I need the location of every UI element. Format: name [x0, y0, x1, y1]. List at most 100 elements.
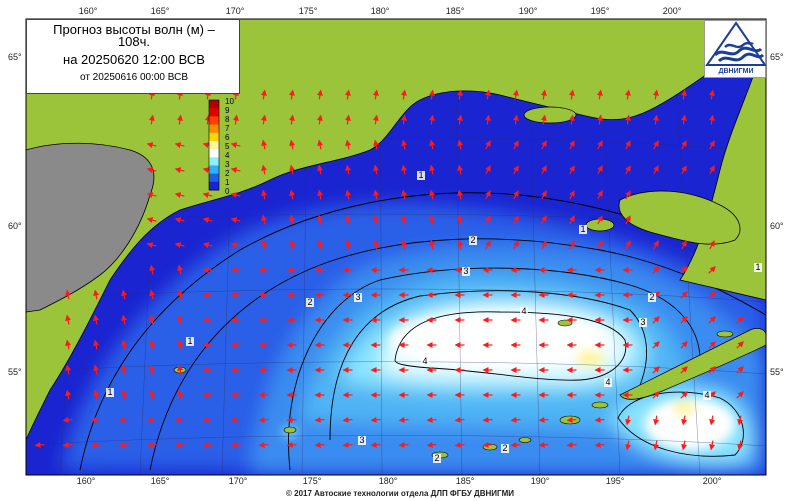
contour-label: 1	[187, 336, 192, 346]
wave-arrow	[457, 164, 464, 175]
latitude-label: 55°	[770, 367, 784, 377]
wave-arrow	[566, 441, 577, 448]
contour-label-bg	[186, 337, 194, 346]
wave-arrow	[426, 416, 437, 423]
wave-arrow	[594, 441, 605, 448]
longitude-label: 190°	[519, 6, 538, 16]
wave-arrow	[314, 441, 325, 448]
wave-arrow	[401, 239, 408, 250]
wave-arrow	[454, 441, 465, 448]
wave-arrow	[118, 416, 129, 423]
wave-arrow	[538, 441, 549, 448]
contour-label: 1	[755, 262, 760, 272]
wave-arrow	[625, 190, 631, 200]
scale-label: 2	[225, 169, 230, 178]
wave-arrow	[541, 140, 547, 150]
wave-arrow	[202, 416, 213, 423]
wave-arrow	[202, 242, 213, 249]
wave-arrow	[736, 366, 744, 374]
contour-label-bg	[306, 298, 314, 307]
scale-label: 5	[225, 142, 230, 151]
contour-label: 4	[605, 377, 610, 387]
wave-arrow	[652, 341, 660, 349]
scale-label: 0	[225, 187, 230, 196]
wave-arrow	[681, 240, 687, 250]
wave-arrow	[485, 165, 491, 175]
wave-arrow	[261, 189, 268, 200]
wave-arrow	[65, 289, 72, 300]
wave-arrow	[708, 89, 715, 100]
contour-label: 2	[502, 443, 507, 453]
wave-arrow	[148, 114, 155, 125]
wave-arrow	[345, 214, 352, 225]
wave-arrow	[737, 440, 744, 451]
wave-arrow	[93, 389, 100, 400]
wave-arrow	[177, 364, 184, 375]
wave-arrow	[401, 139, 408, 150]
wave-arrow	[146, 416, 157, 423]
wave-arrow	[342, 416, 353, 423]
wave-arrow	[261, 164, 268, 175]
scale-segment	[209, 116, 219, 126]
scale-label: 1	[225, 178, 230, 187]
scale-segment	[209, 157, 219, 166]
longitude-label: 170°	[229, 476, 248, 486]
wave-arrow	[652, 366, 660, 374]
wave-arrow	[484, 114, 491, 125]
wave-arrow	[258, 416, 269, 423]
wave-arrow	[625, 440, 632, 451]
wave-arrow	[541, 215, 547, 225]
wave-arrow	[709, 440, 716, 451]
wave-logo-icon	[705, 21, 767, 66]
wave-arrow	[596, 114, 603, 125]
wave-arrow	[680, 391, 688, 399]
wave-arrow	[317, 139, 324, 150]
wave-arrow	[540, 89, 547, 100]
wave-arrow	[625, 415, 632, 426]
wave-arrow	[149, 289, 156, 300]
wave-arrow	[316, 114, 323, 125]
wave-arrow	[344, 89, 351, 100]
wave-arrow	[149, 339, 156, 350]
wave-arrow	[149, 389, 156, 400]
longitude-label: 160°	[79, 6, 98, 16]
contour-label-bg	[106, 388, 114, 397]
wave-arrow	[398, 441, 409, 448]
longitude-label: 190°	[531, 476, 550, 486]
contour-label: 3	[359, 435, 364, 445]
scale-segment	[209, 181, 219, 191]
wave-arrow	[93, 364, 100, 375]
wave-arrow	[176, 114, 183, 125]
wave-arrow	[597, 240, 603, 250]
wave-arrow	[538, 416, 549, 423]
scale-label: 9	[225, 106, 230, 115]
wave-arrow	[485, 240, 491, 250]
wave-arrow	[625, 165, 631, 175]
wave-arrow	[121, 339, 128, 350]
scale-frame	[208, 99, 220, 191]
contour-label-bg	[433, 454, 441, 463]
wave-arrow	[512, 114, 519, 125]
wave-arrow	[737, 415, 744, 426]
wave-arrow	[568, 89, 575, 100]
wave-arrow	[314, 416, 325, 423]
wave-arrow	[594, 416, 605, 423]
wave-arrow	[428, 89, 435, 100]
contour-label: 2	[307, 297, 312, 307]
wave-arrow	[680, 266, 688, 274]
wave-arrow	[261, 239, 268, 250]
wave-arrow	[512, 89, 519, 100]
contour-label: 2	[470, 235, 475, 245]
scale-segment	[209, 100, 219, 109]
wave-arrow	[373, 139, 380, 150]
wave-arrow	[370, 441, 381, 448]
wave-arrow	[258, 441, 269, 448]
wave-arrow	[709, 240, 715, 250]
wave-arrow	[736, 341, 744, 349]
wave-arrow	[513, 165, 519, 175]
wave-arrow	[597, 190, 603, 200]
wave-arrow	[177, 314, 184, 325]
wave-arrow	[541, 190, 547, 200]
latitude-label: 60°	[770, 221, 784, 231]
